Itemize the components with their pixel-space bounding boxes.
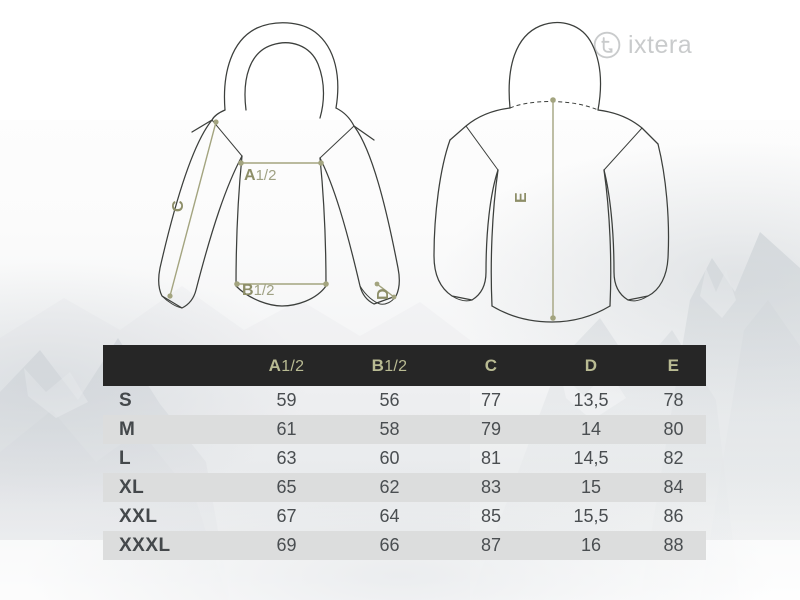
measure-label-b: B1/2 [242,283,274,299]
size-table-body: S 59 56 77 13,5 78 M 61 58 79 14 80 L [103,386,706,560]
cell-size: XL [119,476,145,498]
cell-b: 56 [379,390,400,410]
measure-label-c: C [170,200,187,212]
cell-size: L [119,447,132,469]
table-row: XL 65 62 83 15 84 [103,473,706,502]
cell-a: 61 [276,419,297,439]
header-a: A1/2 [235,345,338,386]
header-b: B1/2 [338,345,441,386]
circle-monogram-icon [593,31,621,59]
size-table-header-row: A1/2 B1/2 C D E [103,345,706,386]
jacket-diagrams: A1/2 B1/2 C D [158,22,670,323]
header-e: E [641,345,706,386]
cell-a: 69 [276,535,297,555]
header-d: D [541,345,641,386]
size-table: A1/2 B1/2 C D E S 59 56 77 13,5 78 M [103,345,706,560]
cell-d: 15 [580,477,602,497]
cell-b: 64 [379,506,400,526]
cell-e: 84 [663,477,684,497]
cell-e: 86 [663,506,684,526]
measure-code-e: E [513,192,530,203]
brand-logo: ixtera [592,30,692,60]
cell-d: 13,5 [573,390,609,410]
cell-d: 14,5 [573,448,609,468]
cell-a: 63 [276,448,297,468]
header-b-fraction: 1/2 [384,357,408,375]
cell-size: M [119,418,136,440]
measure-code-c: C [170,200,187,212]
cell-c: 83 [480,477,502,497]
cell-a: 65 [276,477,297,497]
cell-c: 85 [480,506,502,526]
measure-code-a: A [244,167,256,184]
header-e-code: E [667,355,680,375]
table-row: XXL 67 64 85 15,5 86 [103,502,706,531]
jacket-front-illustration [158,22,400,309]
measure-label-d: D [375,288,392,300]
cell-c: 87 [480,535,502,555]
cell-d: 16 [580,535,602,555]
measure-fraction-a: 1/2 [255,167,277,184]
cell-a: 59 [276,390,297,410]
table-row: XXXL 69 66 87 16 88 [103,531,706,560]
cell-b: 58 [379,419,400,439]
header-a-fraction: 1/2 [281,357,305,375]
header-b-code: B [371,355,385,375]
header-a-code: A [268,355,282,375]
header-size [103,345,235,386]
measure-label-a: A1/2 [244,168,276,184]
size-table-head: A1/2 B1/2 C D E [103,345,706,386]
header-c: C [441,345,541,386]
cell-b: 60 [379,448,400,468]
measure-code-b: B [242,282,254,299]
table-row: M 61 58 79 14 80 [103,415,706,444]
measure-label-e: E [513,192,530,203]
cell-c: 81 [480,448,502,468]
jacket-back-illustration [433,22,670,323]
cell-d: 15,5 [573,506,609,526]
header-d-code: D [584,355,598,375]
cell-a: 67 [276,506,297,526]
cell-size: XXXL [119,534,171,556]
cell-size: S [119,389,133,411]
cell-e: 78 [663,390,684,410]
cell-e: 80 [663,419,684,439]
cell-b: 66 [379,535,400,555]
header-c-code: C [484,355,498,375]
table-row: L 63 60 81 14,5 82 [103,444,706,473]
cell-b: 62 [379,477,400,497]
cell-size: XXL [119,505,158,527]
cell-c: 77 [480,390,502,410]
cell-e: 88 [663,535,684,555]
cell-c: 79 [480,419,502,439]
size-table-wrapper: A1/2 B1/2 C D E S 59 56 77 13,5 78 M [103,345,706,560]
brand-name: ixtera [628,30,693,59]
measure-code-d: D [375,288,392,300]
cell-d: 14 [580,419,602,439]
table-row: S 59 56 77 13,5 78 [103,386,706,415]
cell-e: 82 [663,448,684,468]
measure-fraction-b: 1/2 [253,282,275,299]
